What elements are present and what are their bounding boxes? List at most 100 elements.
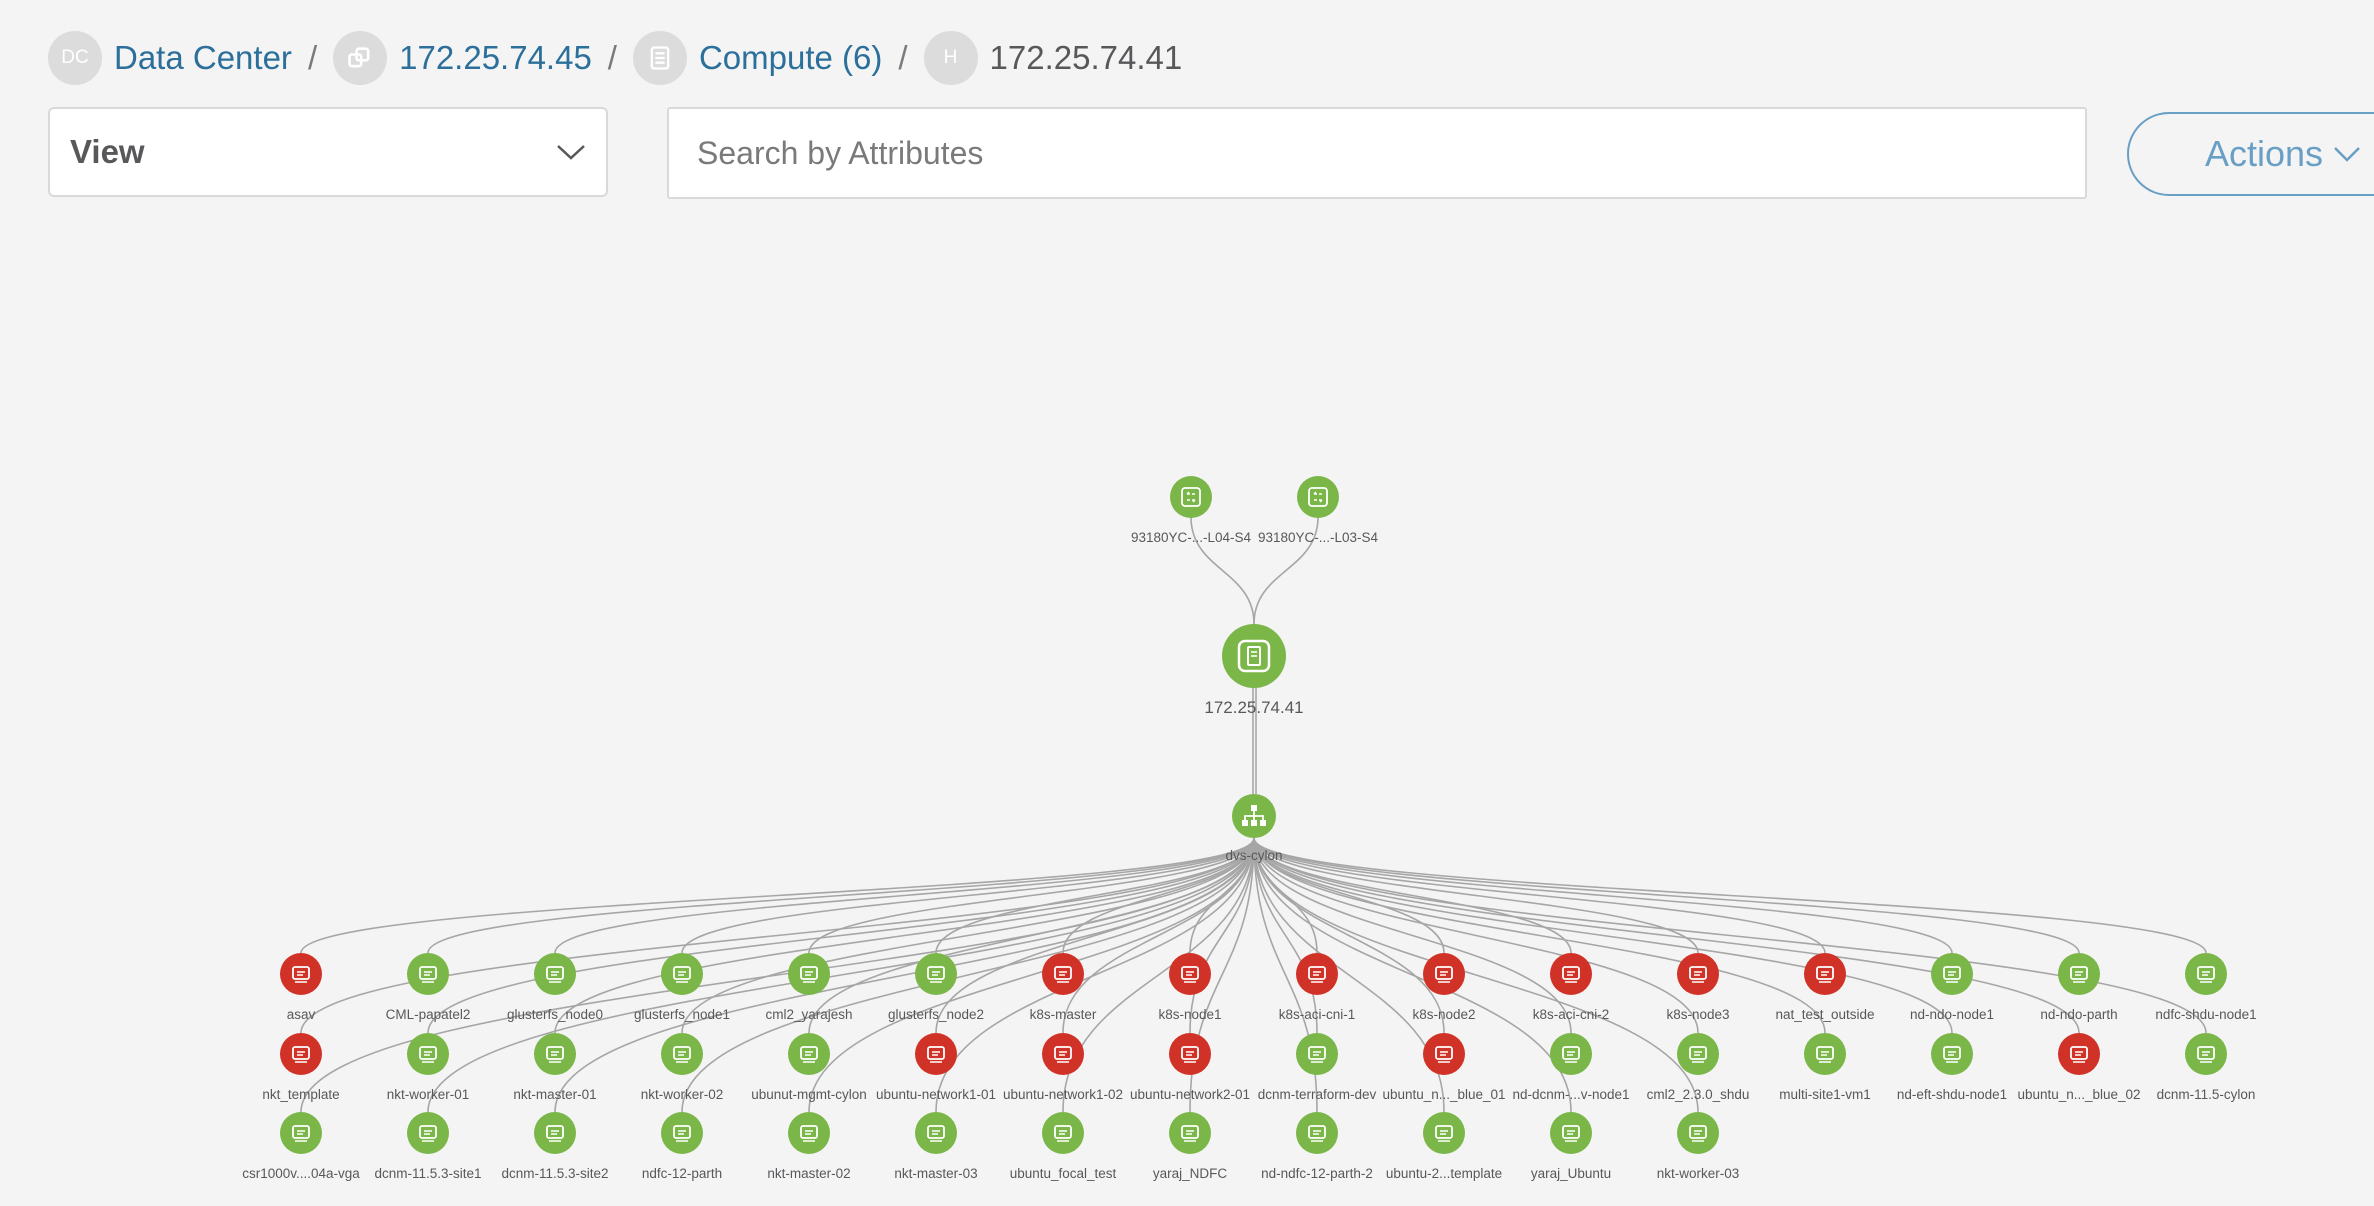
breadcrumb-label[interactable]: Compute (6) — [698, 39, 883, 76]
vm-node[interactable] — [280, 953, 322, 995]
virtual-machine-icon — [1054, 966, 1072, 983]
vm-node[interactable] — [788, 1112, 830, 1154]
vm-node[interactable] — [407, 1033, 449, 1075]
virtual-machine-icon — [546, 966, 564, 983]
vm-node[interactable] — [1550, 953, 1592, 995]
vm-node[interactable] — [915, 1033, 957, 1075]
node-label: nkt-worker-02 — [641, 1087, 724, 1102]
host-avatar: H — [923, 31, 978, 85]
vm-node[interactable] — [2185, 953, 2227, 995]
vm-node[interactable] — [1042, 953, 1084, 995]
vm-node[interactable] — [1804, 953, 1846, 995]
vm-link — [554, 837, 1255, 1034]
vm-node[interactable] — [1296, 1033, 1338, 1075]
view-dropdown[interactable]: View — [48, 107, 608, 197]
vm-node[interactable] — [915, 953, 957, 995]
vm-node[interactable] — [1677, 953, 1719, 995]
search-input[interactable] — [695, 133, 2059, 173]
actions-button-label: Actions — [2205, 133, 2324, 174]
vm-node[interactable] — [1804, 1033, 1846, 1075]
node-label: CML-papatel2 — [386, 1007, 471, 1022]
node-label: ubuntu-2...template — [1386, 1166, 1502, 1181]
vm-node[interactable] — [1169, 1033, 1211, 1075]
node-label: ubuntu_n..._blue_02 — [2017, 1087, 2140, 1102]
vm-node[interactable] — [1423, 1033, 1465, 1075]
vm-node[interactable] — [1550, 1112, 1592, 1154]
vm-node[interactable] — [915, 1112, 957, 1154]
vm-link — [300, 837, 1255, 954]
node-label: dvs-cylon — [1225, 848, 1282, 863]
actions-button[interactable]: Actions — [2127, 112, 2374, 196]
host-node[interactable] — [1222, 624, 1286, 688]
node-label: multi-site1-vm1 — [1779, 1087, 1871, 1102]
vm-link — [427, 837, 1255, 954]
node-label: dcnm-terraform-dev — [1258, 1087, 1377, 1102]
virtual-machine-icon — [419, 1125, 437, 1142]
virtual-machine-icon — [1308, 966, 1326, 983]
node-label: glusterfs_node1 — [634, 1007, 730, 1022]
vm-node[interactable] — [1042, 1112, 1084, 1154]
vm-node[interactable] — [407, 1112, 449, 1154]
node-label: asav — [287, 1007, 316, 1022]
vm-link — [681, 837, 1255, 1113]
vm-node[interactable] — [1169, 1112, 1211, 1154]
vm-link — [300, 837, 1255, 1113]
breadcrumb-label[interactable]: 172.25.74.45 — [399, 39, 592, 76]
node-label: nkt-master-03 — [894, 1166, 977, 1181]
vm-node[interactable] — [534, 953, 576, 995]
vm-node[interactable] — [1677, 1033, 1719, 1075]
node-label: yaraj_NDFC — [1153, 1166, 1228, 1181]
virtual-machine-icon — [1435, 1046, 1453, 1063]
vm-node[interactable] — [661, 1112, 703, 1154]
vm-node[interactable] — [1931, 953, 1973, 995]
vm-node[interactable] — [407, 953, 449, 995]
node-label: cml2_2.3.0_shdu — [1647, 1087, 1750, 1102]
vm-node[interactable] — [534, 1112, 576, 1154]
vm-node[interactable] — [1169, 953, 1211, 995]
vm-node[interactable] — [1296, 953, 1338, 995]
node-label: k8s-aci-cni-1 — [1279, 1007, 1356, 1022]
node-label: ubuntu_n..._blue_01 — [1382, 1087, 1505, 1102]
virtual-machine-icon — [2070, 966, 2088, 983]
switch-node[interactable] — [1297, 476, 1339, 518]
vm-node[interactable] — [2185, 1033, 2227, 1075]
breadcrumb-compute[interactable]: Compute (6) — [632, 31, 883, 85]
vm-node[interactable] — [788, 953, 830, 995]
vm-link — [1253, 837, 1826, 954]
vm-node[interactable] — [1677, 1112, 1719, 1154]
vm-node[interactable] — [2058, 953, 2100, 995]
vm-node[interactable] — [2058, 1033, 2100, 1075]
breadcrumb-label: 172.25.74.41 — [989, 39, 1183, 76]
vm-node[interactable] — [280, 1112, 322, 1154]
vswitch-node[interactable] — [1232, 794, 1276, 838]
vm-node[interactable] — [661, 1033, 703, 1075]
virtual-machine-icon — [800, 1046, 818, 1063]
vm-node[interactable] — [280, 1033, 322, 1075]
vm-node[interactable] — [534, 1033, 576, 1075]
node-label: nkt-master-01 — [513, 1087, 596, 1102]
vm-node[interactable] — [1550, 1033, 1592, 1075]
node-label: nkt-worker-03 — [1657, 1166, 1740, 1181]
vm-node[interactable] — [1296, 1112, 1338, 1154]
virtual-machine-icon — [800, 966, 818, 983]
view-dropdown-label: View — [70, 133, 145, 170]
vm-node[interactable] — [1423, 1112, 1465, 1154]
vm-node[interactable] — [1423, 953, 1465, 995]
vm-node[interactable] — [661, 953, 703, 995]
vm-link — [1253, 837, 2207, 1034]
vm-node[interactable] — [1042, 1033, 1084, 1075]
vm-node[interactable] — [1931, 1033, 1973, 1075]
search-box[interactable] — [667, 107, 2087, 199]
virtual-machine-icon — [1943, 966, 1961, 983]
node-label: ndfc-shdu-node1 — [2155, 1007, 2256, 1022]
switch-node[interactable] — [1170, 476, 1212, 518]
virtual-machine-icon — [673, 1046, 691, 1063]
data-center-avatar: DC — [48, 31, 102, 85]
virtual-machine-icon — [1816, 1046, 1834, 1063]
breadcrumb-cluster[interactable]: 172.25.74.45 — [333, 31, 592, 85]
breadcrumb-data-center[interactable]: DC Data Center — [48, 31, 292, 85]
breadcrumb-label[interactable]: Data Center — [114, 39, 292, 76]
node-label: 172.25.74.41 — [1204, 698, 1303, 717]
vm-node[interactable] — [788, 1033, 830, 1075]
